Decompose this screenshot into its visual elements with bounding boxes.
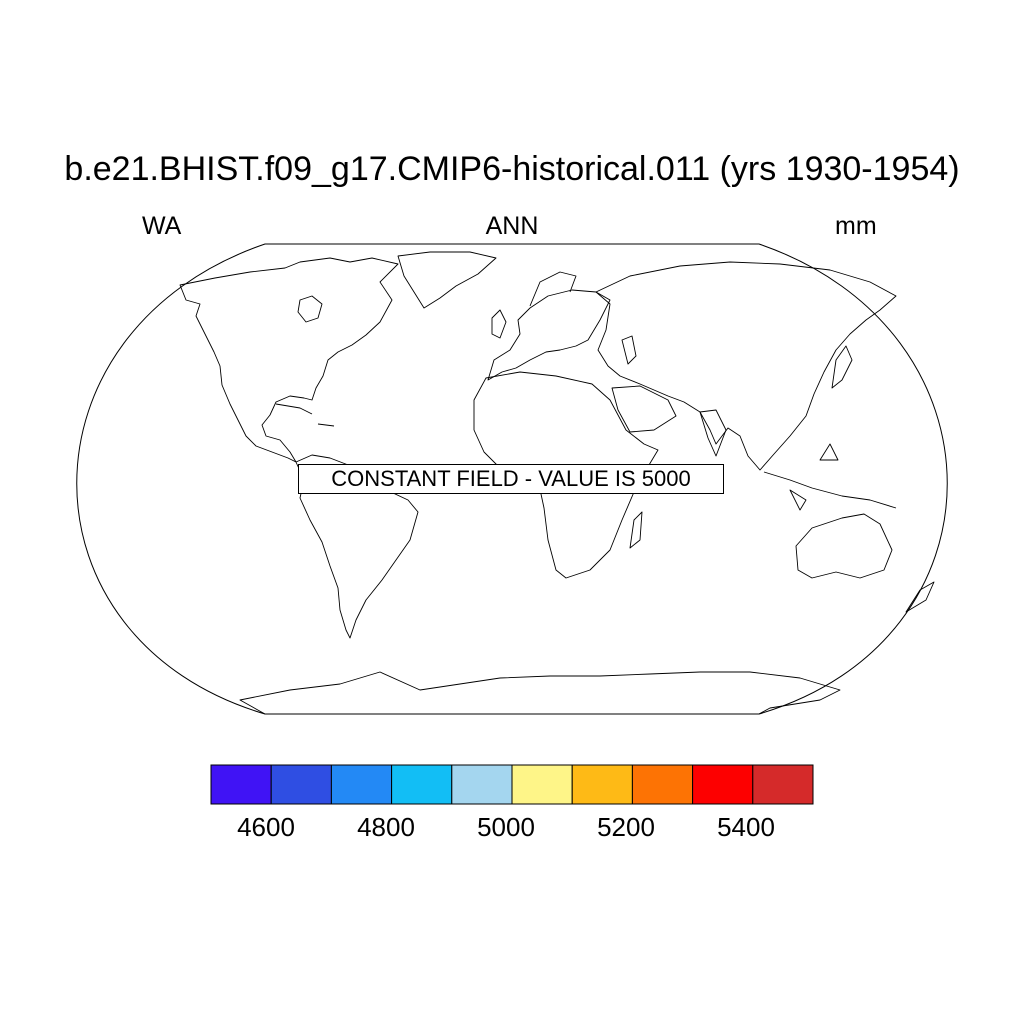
colorbar-box — [631, 764, 694, 805]
coastline-japan — [831, 345, 853, 389]
coastline-new-zealand — [905, 581, 935, 613]
colorbar-tick-label: 5200 — [597, 812, 655, 842]
coastline-antarctica — [239, 671, 841, 715]
coastline-indonesia — [763, 471, 897, 509]
coastline-greenland — [397, 251, 497, 309]
colorbar-box — [210, 764, 272, 805]
coastline-north-america — [179, 257, 399, 463]
coastline-asia — [595, 261, 897, 471]
colorbar-tick-label: 4600 — [237, 812, 295, 842]
map-title: b.e21.BHIST.f09_g17.CMIP6-historical.011… — [64, 150, 960, 188]
coastline-caribbean — [275, 403, 313, 415]
colorbar-box — [511, 764, 573, 805]
constant-field-notice: CONSTANT FIELD - VALUE IS 5000 — [298, 464, 724, 494]
coastline-arabia — [611, 385, 677, 433]
colorbar-box — [391, 764, 453, 805]
units-label: mm — [835, 212, 877, 240]
coastline-madagascar — [629, 511, 643, 549]
colorbar-tick-label: 5400 — [717, 812, 775, 842]
coastline-india — [699, 409, 727, 457]
coastline-scandinavia — [529, 271, 577, 307]
colorbar-tick-label: 4800 — [357, 812, 415, 842]
coastline-caspian — [621, 335, 637, 365]
colorbar-tick-label: 5000 — [477, 812, 535, 842]
coastline-hudson-bay — [297, 295, 323, 323]
colorbar-box — [451, 764, 513, 805]
colorbar-box — [330, 764, 393, 805]
coastline-australia — [795, 513, 893, 579]
coastline-europe — [487, 289, 611, 381]
colorbar-box — [692, 764, 754, 805]
season-label: ANN — [485, 212, 539, 240]
colorbar-box — [752, 764, 814, 805]
coastline-uk — [491, 309, 507, 339]
colorbar-box — [571, 764, 633, 805]
colorbar-box — [270, 764, 332, 805]
variable-label: WA — [142, 212, 182, 240]
